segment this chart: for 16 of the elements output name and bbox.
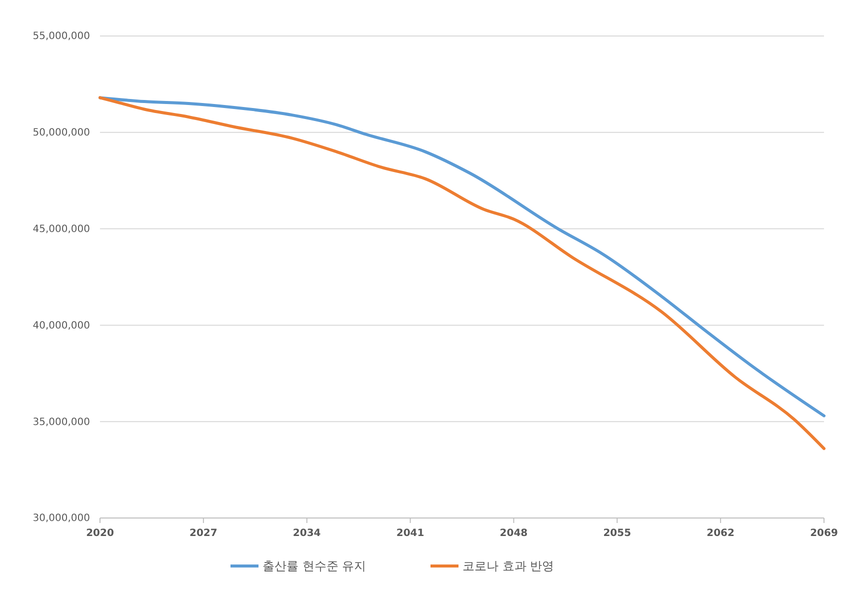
x-tick-label: 2062: [706, 528, 735, 539]
x-tick-label: 2041: [396, 528, 424, 539]
y-tick-label: 40,000,000: [32, 320, 90, 332]
x-tick-label: 2034: [292, 528, 321, 539]
y-tick-label: 55,000,000: [32, 31, 90, 42]
x-tick-label: 2055: [603, 528, 632, 539]
y-tick-label: 45,000,000: [32, 224, 90, 235]
y-tick-label: 35,000,000: [32, 416, 90, 428]
x-tick-label: 2069: [810, 528, 838, 539]
legend-label: 코로나 효과 반영: [462, 559, 554, 574]
x-tick-label: 2048: [500, 528, 528, 539]
y-tick-label: 30,000,000: [32, 513, 90, 524]
legend-label: 출산률 현수준 유지: [262, 559, 366, 574]
x-tick-label: 2020: [86, 528, 114, 539]
y-tick-label: 50,000,000: [32, 128, 90, 139]
x-tick-label: 2027: [190, 528, 218, 539]
